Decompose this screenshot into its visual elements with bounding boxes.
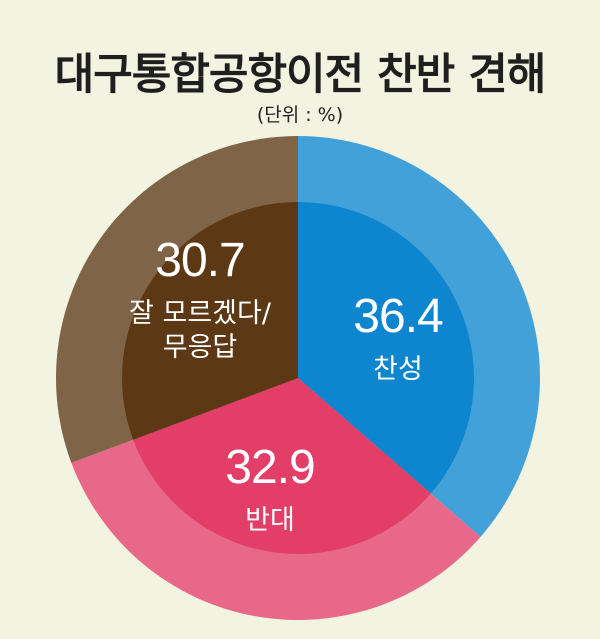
slice-value-label-1: 36.4 bbox=[353, 290, 443, 343]
pie-slice-1 bbox=[298, 202, 474, 494]
slice-category-label-2: 반대 bbox=[245, 505, 295, 536]
slice-category-label-1: 찬성 bbox=[373, 354, 423, 385]
pie-slices bbox=[56, 136, 540, 620]
slice-category-label-3: 잘 모르겠다/ bbox=[129, 298, 272, 329]
pie-slice-2 bbox=[133, 378, 431, 554]
pie-slice-3 bbox=[122, 202, 298, 440]
slice-category-label-3: 무응답 bbox=[163, 332, 238, 363]
slice-value-label-3: 30.7 bbox=[155, 234, 244, 287]
slice-value-label-2: 32.9 bbox=[225, 441, 314, 494]
pie-labels: 36.4 찬성 32.9 반대 30.7 잘 모르겠다/무응답 bbox=[129, 234, 444, 536]
chart-title: 대구통합공항이전 찬반 견해 bbox=[54, 50, 547, 100]
unit-label: (단위 : %) bbox=[256, 104, 344, 126]
